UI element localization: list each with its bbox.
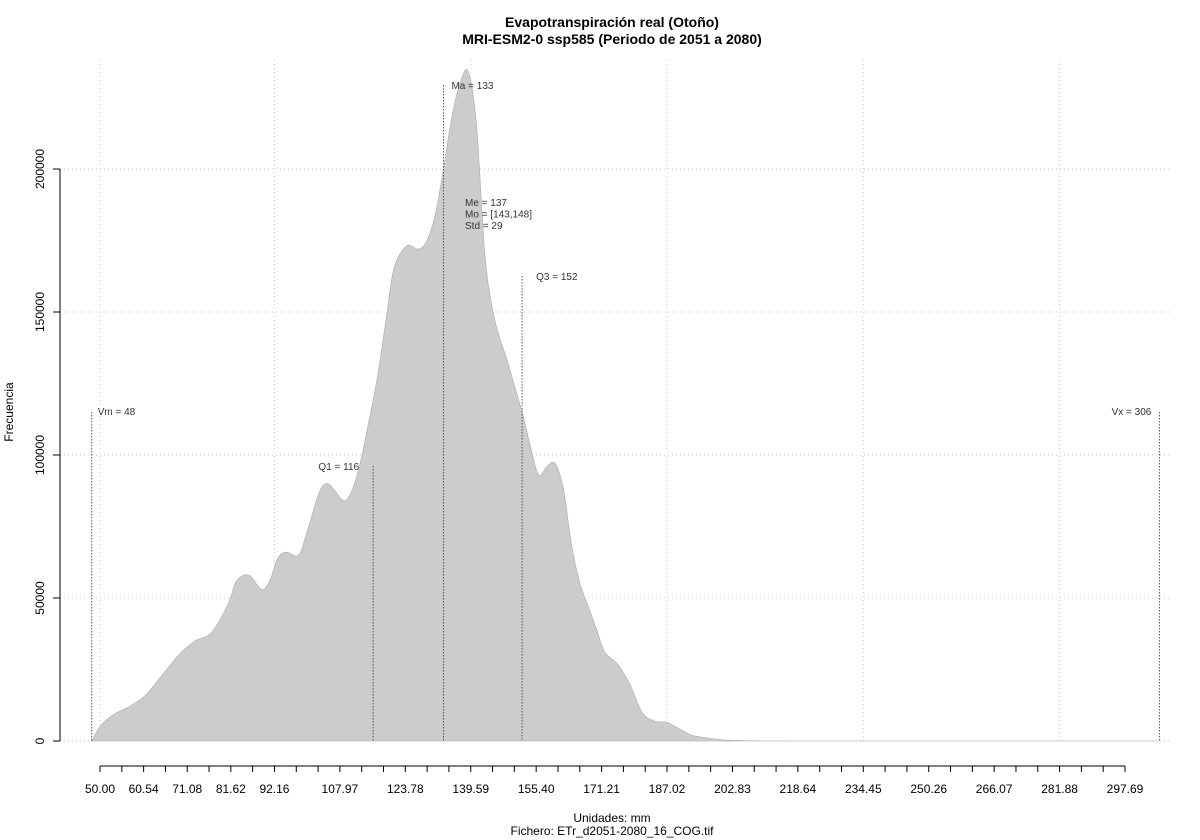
y-tick-label: 200000 — [33, 149, 47, 189]
x-tick-label: 60.54 — [129, 782, 159, 796]
ref-label-vm: Vm = 48 — [98, 407, 136, 418]
x-tick-label: 81.62 — [216, 782, 246, 796]
chart-subtitle: MRI-ESM2-0 ssp585 (Periodo de 2051 a 208… — [462, 31, 762, 47]
annotation-labels: Vm = 48 Q1 = 116 Ma = 133 Q3 = 152 Vx = 306 M… — [98, 81, 1152, 473]
x-tick-label: 107.97 — [322, 782, 359, 796]
reference-lines — [91, 85, 1160, 741]
stat-label: Me = 137 — [465, 198, 507, 209]
y-tick-label: 50000 — [33, 581, 47, 615]
x-axis-label: Unidades: mm — [573, 811, 650, 825]
x-tick-label: 71.08 — [172, 782, 202, 796]
y-tick-label: 150000 — [33, 292, 47, 332]
x-tick-label: 187.02 — [649, 782, 686, 796]
density-area — [91, 69, 1160, 742]
x-tick-label: 266.07 — [976, 782, 1013, 796]
y-tick-label: 0 — [33, 737, 47, 744]
stat-label: Mo = [143,148] — [465, 210, 532, 221]
ref-label-ma: Ma = 133 — [451, 81, 493, 92]
x-tick-label: 139.59 — [452, 782, 489, 796]
ref-label-q3: Q3 = 152 — [536, 272, 578, 283]
file-caption: Fichero: ETr_d2051-2080_16_COG.tif — [511, 824, 715, 838]
x-tick-label: 234.45 — [845, 782, 882, 796]
x-tick-label: 92.16 — [259, 782, 289, 796]
y-axis-label: Frecuencia — [2, 382, 16, 442]
axes: 0 50000 100000 150000 200000 50.00 60.54 71.08 8… — [33, 149, 1144, 796]
x-tick-label: 50.00 — [85, 782, 115, 796]
ref-label-vx: Vx = 306 — [1112, 407, 1152, 418]
y-tick-label: 100000 — [33, 435, 47, 475]
x-tick-label: 281.88 — [1041, 782, 1078, 796]
x-tick-label: 155.40 — [518, 782, 555, 796]
chart-title: Evapotranspiración real (Otoño) — [505, 14, 719, 30]
x-tick-label: 297.69 — [1107, 782, 1144, 796]
x-tick-label: 171.21 — [583, 782, 620, 796]
x-tick-label: 202.83 — [714, 782, 751, 796]
ref-label-q1: Q1 = 116 — [318, 462, 359, 473]
x-tick-label: 218.64 — [780, 782, 817, 796]
x-tick-label: 123.78 — [387, 782, 424, 796]
stat-label: Std = 29 — [465, 221, 503, 232]
x-tick-label: 250.26 — [910, 782, 947, 796]
